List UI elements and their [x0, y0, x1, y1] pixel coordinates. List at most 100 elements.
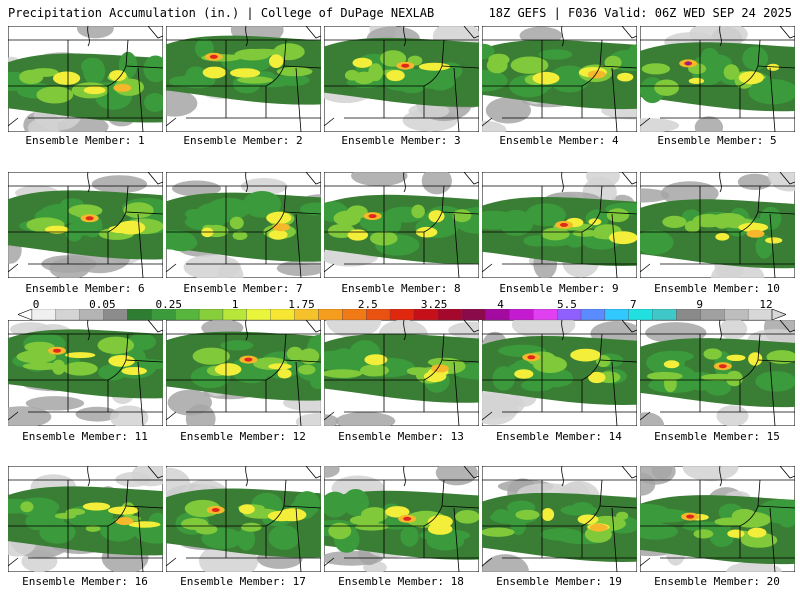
colorbar-swatch: [724, 309, 749, 320]
ensemble-member-label: Ensemble Member: 16: [22, 575, 148, 588]
colorbar-swatch: [151, 309, 176, 320]
precip-map-svg: [8, 466, 163, 572]
colorbar-swatch: [175, 309, 200, 320]
precip-map-svg: [8, 26, 163, 132]
colorbar-swatch: [676, 309, 701, 320]
colorbar-right-arrow: [771, 309, 786, 320]
ensemble-member-map: [640, 466, 795, 572]
ensemble-member-map: [640, 26, 795, 132]
ensemble-member-map: [8, 26, 163, 132]
color-scale-tick-label: 12: [759, 298, 773, 311]
colorbar-swatch: [198, 309, 224, 320]
precip-map-svg: [8, 172, 163, 278]
ensemble-member-label: Ensemble Member: 4: [499, 134, 619, 147]
colorbar-swatch: [747, 309, 773, 320]
color-scale-tick-label: 7: [629, 298, 637, 311]
colorbar-swatch: [127, 309, 152, 320]
precip-map-svg: [166, 320, 321, 426]
ensemble-member-map: [166, 172, 321, 278]
color-scale-tick-label: 5.5: [556, 298, 577, 311]
colorbar-swatch: [270, 309, 295, 320]
ensemble-member-label: Ensemble Member: 18: [338, 575, 464, 588]
precip-map-svg: [8, 320, 163, 426]
ensemble-member-label: Ensemble Member: 5: [657, 134, 777, 147]
ensemble-member-map: [640, 320, 795, 426]
ensemble-member-label: Ensemble Member: 2: [183, 134, 303, 147]
color-scale-tick-label: 9: [696, 298, 703, 311]
colorbar-swatch: [246, 309, 271, 320]
color-scale-tick-label: 0: [32, 298, 40, 311]
color-scale-tick-label: 0.25: [155, 298, 182, 311]
color-scale-tick-label: 4: [497, 298, 504, 311]
ensemble-member-map: [482, 320, 637, 426]
color-scale-tick-label: 1: [231, 298, 239, 311]
colorbar-swatch: [103, 309, 128, 320]
ensemble-member-map: [166, 26, 321, 132]
ensemble-member-label: Ensemble Member: 15: [654, 430, 780, 443]
ensemble-member-map: [482, 26, 637, 132]
ensemble-member-map: [482, 466, 637, 572]
color-scale-ticks: 0 0.05 0.25 1 1.75 2.5 3.25 4 5.5 7 9 12: [14, 298, 786, 322]
colorbar-swatch: [413, 309, 438, 320]
ensemble-member-label: Ensemble Member: 17: [180, 575, 306, 588]
colorbar-swatch: [366, 309, 391, 320]
colorbar-swatch: [628, 309, 653, 320]
ensemble-member-label: Ensemble Member: 6: [25, 282, 145, 295]
ensemble-member-map: [324, 466, 479, 572]
ensemble-member-map: [640, 172, 795, 278]
colorbar-swatch: [318, 309, 343, 320]
ensemble-member-label: Ensemble Member: 14: [496, 430, 622, 443]
ensemble-member-map: [324, 320, 479, 426]
ensemble-member-map: [8, 466, 163, 572]
precip-map-svg: [482, 26, 637, 132]
ensemble-member-map: [482, 172, 637, 278]
ensemble-member-label: Ensemble Member: 1: [25, 134, 145, 147]
colorbar-swatch: [700, 309, 725, 320]
precip-map-svg: [482, 172, 637, 278]
colorbar-swatch: [55, 309, 80, 320]
ensemble-member-label: Ensemble Member: 11: [22, 430, 148, 443]
precip-map-svg: [324, 26, 479, 132]
ensemble-member-label: Ensemble Member: 3: [341, 134, 461, 147]
colorbar-swatch: [509, 309, 534, 320]
precip-map-svg: [324, 172, 479, 278]
model-run-valid-time: 18Z GEFS | F036 Valid: 06Z WED SEP 24 20…: [488, 6, 792, 20]
colorbar-swatch: [342, 309, 367, 320]
colorbar-swatch: [437, 309, 462, 320]
ensemble-member-label: Ensemble Member: 12: [180, 430, 306, 443]
colorbar-swatch: [580, 309, 606, 320]
precip-map-svg: [324, 320, 479, 426]
precip-map-svg: [324, 466, 479, 572]
ensemble-member-map: [166, 320, 321, 426]
colorbar-swatch: [533, 309, 558, 320]
precip-map-svg: [640, 26, 795, 132]
chart-title: Precipitation Accumulation (in.) | Colle…: [8, 6, 435, 20]
color-scale-tick-label: 0.05: [89, 298, 116, 311]
precip-map-svg: [482, 466, 637, 572]
ensemble-member-label: Ensemble Member: 13: [338, 430, 464, 443]
colorbar-swatch: [461, 309, 486, 320]
color-scale-tick-label: 1.75: [288, 298, 315, 311]
precip-map-svg: [166, 26, 321, 132]
colorbar-swatch: [557, 309, 582, 320]
ensemble-member-map: [8, 172, 163, 278]
precip-map-svg: [166, 466, 321, 572]
ensemble-member-map: [324, 26, 479, 132]
colorbar-swatch: [485, 309, 510, 320]
precip-map-svg: [482, 320, 637, 426]
color-scale-tick-label: 2.5: [357, 298, 378, 311]
colorbar-swatch: [222, 309, 247, 320]
ensemble-member-label: Ensemble Member: 19: [496, 575, 622, 588]
ensemble-member-label: Ensemble Member: 8: [341, 282, 461, 295]
color-scale-tick-label: 3.25: [420, 298, 448, 311]
ensemble-member-map: [324, 172, 479, 278]
colorbar-left-arrow: [18, 309, 33, 320]
ensemble-member-label: Ensemble Member: 10: [654, 282, 780, 295]
ensemble-member-map: [8, 320, 163, 426]
ensemble-member-label: Ensemble Member: 7: [183, 282, 303, 295]
colorbar-swatch: [604, 309, 629, 320]
precip-map-svg: [640, 172, 795, 278]
colorbar-swatch: [389, 309, 415, 320]
ensemble-member-label: Ensemble Member: 9: [499, 282, 619, 295]
colorbar-swatch: [294, 309, 319, 320]
